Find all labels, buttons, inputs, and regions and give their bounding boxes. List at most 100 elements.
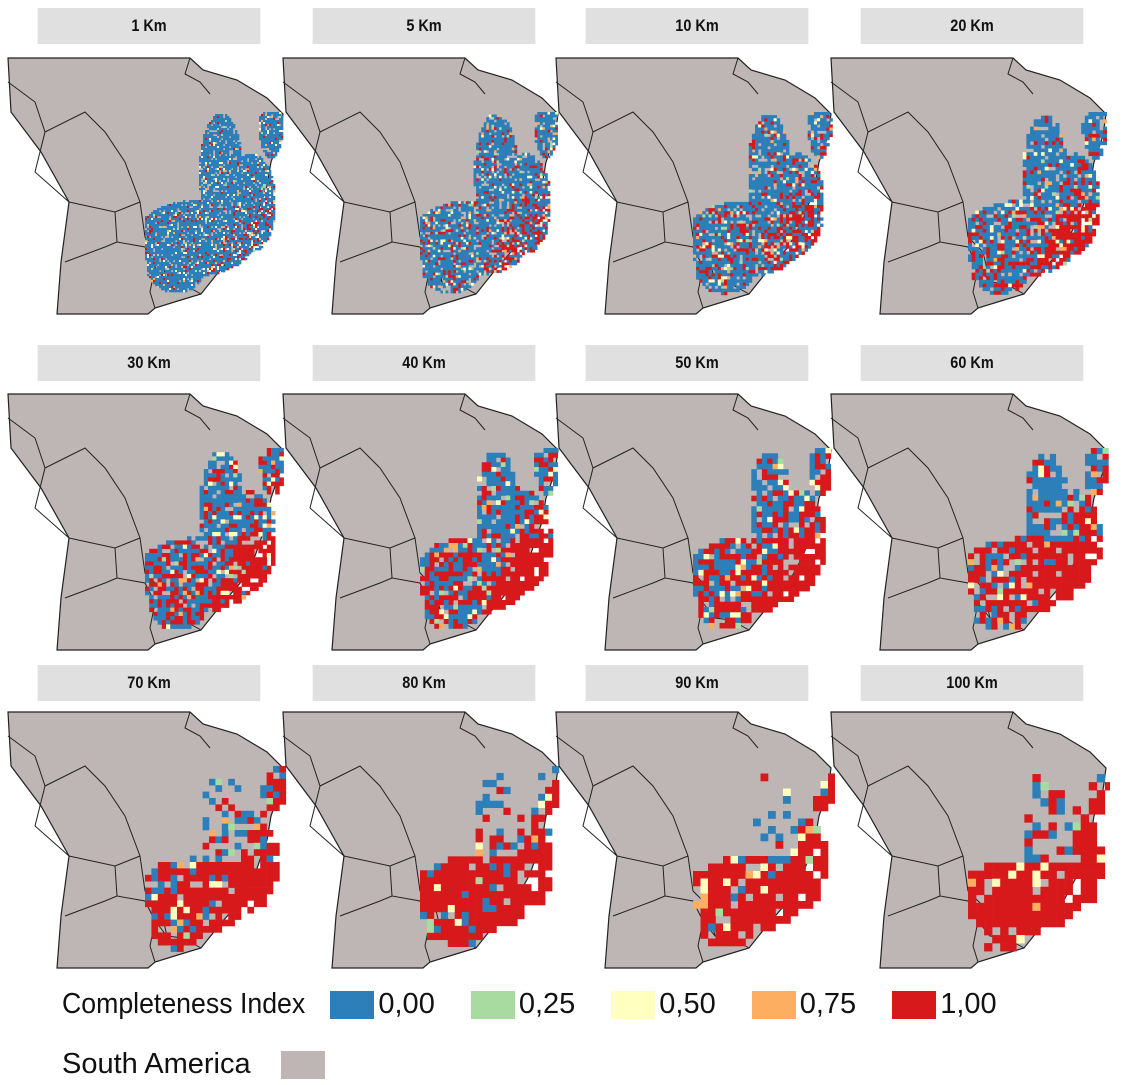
grid-cell (534, 226, 538, 230)
grid-cell (427, 252, 431, 256)
grid-cell (191, 224, 194, 227)
grid-cell (519, 214, 523, 217)
grid-cell (213, 202, 216, 205)
grid-cell (157, 246, 160, 249)
grid-cell (491, 219, 495, 222)
grid-cell (231, 210, 234, 213)
grid-cell (161, 262, 164, 265)
grid-cell (233, 250, 236, 253)
grid-cell (496, 229, 500, 233)
grid-cell (263, 206, 266, 209)
grid-cell (157, 254, 160, 257)
grid-cell (205, 140, 208, 143)
grid-cell (522, 247, 525, 250)
grid-cell (273, 212, 276, 215)
grid-cell (149, 214, 152, 217)
grid-cell (211, 120, 214, 123)
grid-cell (227, 224, 230, 227)
grid-cell (219, 240, 222, 243)
grid-cell (435, 214, 439, 217)
grid-cell (171, 252, 174, 255)
grid-cell (237, 228, 240, 231)
grid-cell (201, 260, 204, 263)
grid-cell (511, 191, 515, 194)
grid-cell (499, 247, 502, 250)
grid-cell (169, 274, 172, 277)
grid-cell (271, 190, 274, 193)
grid-cell (213, 158, 216, 161)
grid-cell (496, 127, 500, 131)
grid-cell (179, 222, 182, 225)
grid-cell (173, 272, 176, 275)
grid-cell (219, 176, 222, 179)
grid-cell (177, 236, 180, 239)
grid-cell (522, 226, 525, 230)
grid-cell (237, 152, 240, 155)
grid-cell (514, 216, 518, 220)
grid-cell (217, 218, 220, 221)
grid-cell (506, 124, 510, 128)
grid-cell (437, 257, 441, 261)
grid-cell (539, 140, 543, 143)
grid-cell (203, 148, 206, 151)
grid-cell (235, 140, 238, 143)
grid-cell (229, 148, 232, 151)
grid-cell (476, 183, 479, 187)
grid-cell (488, 124, 492, 128)
grid-cell (185, 264, 188, 267)
grid-cell (171, 206, 174, 209)
grid-cell (239, 198, 242, 201)
grid-cell (486, 147, 490, 151)
grid-cell (257, 176, 260, 179)
grid-cell (488, 234, 492, 238)
grid-cell (468, 221, 472, 225)
grid-cell (253, 168, 256, 171)
grid-cell (499, 140, 502, 143)
grid-cell (193, 232, 196, 235)
grid-cell (486, 259, 490, 263)
grid-cell (167, 282, 170, 285)
grid-cell (211, 142, 214, 145)
grid-cell (151, 246, 154, 249)
grid-cell (537, 224, 541, 228)
grid-cell (275, 138, 278, 141)
grid-cell (516, 201, 520, 205)
grid-cell (253, 250, 256, 253)
grid-cell (245, 184, 248, 187)
grid-cell (165, 284, 168, 287)
grid-cell (217, 172, 220, 175)
grid-cell (430, 236, 434, 240)
grid-cell (231, 184, 234, 187)
grid-cell (269, 118, 272, 121)
grid-cell (229, 216, 232, 219)
grid-cell (223, 138, 226, 141)
grid-cell (263, 232, 266, 235)
grid-cell (514, 203, 518, 207)
grid-cell (476, 203, 479, 207)
grid-cell (493, 196, 497, 199)
grid-cell (471, 206, 474, 210)
grid-cell (251, 212, 254, 215)
grid-cell (488, 140, 492, 143)
grid-cell (460, 206, 464, 210)
grid-cell (205, 256, 208, 259)
grid-cell (221, 230, 224, 233)
grid-cell (542, 191, 546, 194)
grid-cell (422, 216, 426, 220)
grid-cell (448, 257, 451, 261)
grid-cell (496, 150, 500, 154)
grid-cell (183, 286, 186, 289)
grid-cell (243, 230, 246, 233)
grid-cell (223, 198, 226, 201)
grid-cell (532, 201, 536, 205)
grid-cell (233, 220, 236, 223)
grid-cell (267, 238, 270, 241)
grid-cell (203, 182, 206, 185)
grid-cell (265, 226, 268, 229)
grid-cell (478, 242, 482, 245)
grid-cell (215, 242, 218, 245)
grid-cell (181, 210, 184, 213)
grid-cell (269, 138, 272, 141)
grid-cell (442, 247, 446, 250)
grid-cell (263, 168, 266, 171)
